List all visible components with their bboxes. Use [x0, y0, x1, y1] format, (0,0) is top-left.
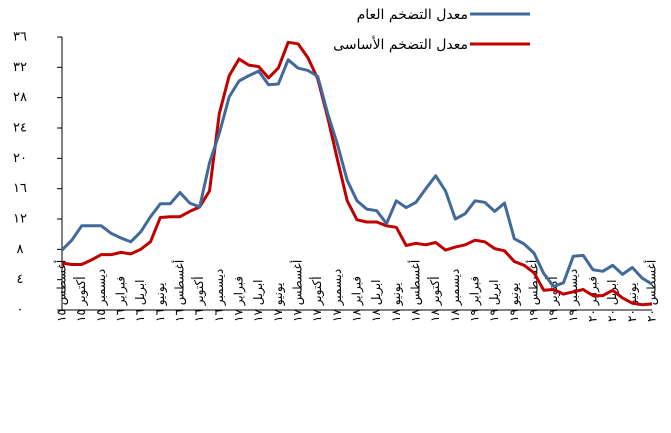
x-tick-label: ابريل ١٨ [369, 280, 384, 322]
x-tick-label: ديسمبر ١٦ [212, 269, 227, 322]
x-tick-label: فبراير ١٩ [468, 276, 483, 322]
x-tick-label: ديسمبر ١٥ [94, 269, 109, 322]
x-tick-label: أغسطس ١٥ [54, 260, 70, 322]
x-tick-label: فبراير ٢٠ [586, 276, 601, 322]
x-tick-label: أغسطس ١٨ [408, 260, 424, 322]
x-tick-label: ديسمبر ١٩ [566, 269, 581, 322]
x-tick-label: ديسمبر ١٨ [448, 269, 463, 322]
x-tick-label: يونيو ١٨ [389, 283, 404, 322]
x-tick-label: يونيو ١٧ [271, 283, 286, 322]
x-tick-label: ديسمبر ١٧ [330, 269, 345, 322]
y-tick-label: ١٢ [13, 212, 27, 227]
x-tick-label: يونيو ١٦ [153, 283, 168, 322]
legend-label: معدل التضخم العام [357, 7, 468, 23]
x-tick-label: ابريل ٢٠ [605, 280, 620, 322]
legend-label: معدل التضخم الأساسى [333, 35, 468, 53]
x-tick-label: أغسطس ١٦ [172, 260, 188, 322]
series-line [61, 40, 653, 307]
y-tick-label: ٢٨ [13, 90, 27, 105]
y-tick-label: ٣٦ [13, 30, 27, 45]
y-tick-label: ٤ [17, 272, 24, 287]
y-tick-label: ٠ [17, 303, 24, 318]
y-tick-label: ٢٤ [13, 121, 27, 136]
x-tick-label: فبراير ١٨ [350, 276, 365, 322]
x-tick-label: فبراير ١٦ [114, 276, 129, 322]
x-tick-label: أغسطس ٢٠ [644, 260, 660, 322]
x-tick-label: أغسطس ١٧ [290, 260, 306, 322]
y-tick-label: ٨ [17, 242, 24, 257]
x-tick-label: أكتوبر ١٨ [427, 276, 443, 322]
x-tick-label: ابريل ١٩ [487, 280, 502, 322]
y-tick-label: ١٦ [13, 181, 27, 196]
x-tick-label: ابريل ١٦ [133, 280, 148, 322]
y-tick-label: ٣٢ [13, 60, 27, 75]
x-tick-label: أكتوبر ١٥ [73, 276, 89, 322]
x-tick-label: أكتوبر ١٩ [545, 276, 561, 322]
series-line [60, 58, 653, 288]
x-tick-label: فبراير ١٧ [232, 276, 247, 322]
y-tick-label: ٢٠ [13, 151, 27, 166]
x-tick-label: أكتوبر ١٦ [191, 276, 207, 322]
x-tick-label: ابريل ١٧ [251, 280, 266, 322]
x-tick-label: أغسطس ١٩ [526, 260, 542, 322]
x-tick-label: أكتوبر ١٧ [309, 276, 325, 322]
x-tick-label: يونيو ١٩ [507, 283, 522, 322]
